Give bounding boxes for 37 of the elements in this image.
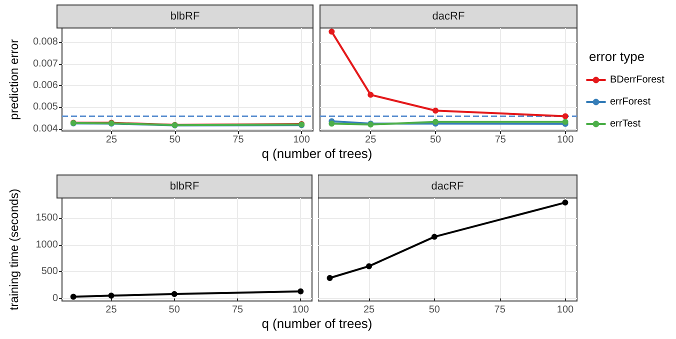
y-tick-label: 0.005: [32, 102, 58, 113]
x-tick-label: 25: [106, 134, 118, 146]
y-tick-label: 1500: [36, 212, 58, 224]
y-axis-title: prediction error: [7, 39, 21, 120]
x-tick-label: 100: [556, 134, 574, 146]
x-tick-label: 50: [169, 134, 181, 146]
y-tick-label: 0.008: [32, 36, 58, 48]
legend-title: error type: [589, 49, 645, 64]
x-tick-label: 100: [293, 134, 310, 146]
x-tick-label: 75: [494, 304, 506, 316]
x-tick-label: 25: [363, 304, 376, 316]
x-tick-label: 75: [232, 134, 244, 146]
legend-label: errTest: [610, 118, 641, 130]
y-tick-label: 0.004: [32, 123, 58, 134]
x-tick-label: 25: [365, 134, 377, 146]
x-tick-label: 50: [430, 134, 442, 146]
x-tick-label: 75: [232, 304, 244, 316]
chart-title: blbRF: [170, 10, 200, 22]
y-tick-label: 500: [41, 266, 58, 278]
x-tick-label: 100: [292, 304, 310, 316]
y-tick-label: 0.007: [32, 58, 58, 70]
x-tick-label: 75: [494, 134, 506, 146]
chart-title: dacRF: [431, 180, 464, 192]
legend-label: BDerrForest: [610, 74, 665, 86]
y-axis-title: training time (seconds): [7, 188, 21, 310]
y-tick-label: 1000: [36, 239, 58, 250]
legend-label: errForest: [610, 96, 651, 108]
chart-title: blbRF: [170, 180, 200, 192]
y-tick-label: 0.006: [32, 80, 58, 91]
x-tick-label: 100: [556, 304, 574, 316]
x-tick-label: 50: [168, 304, 180, 316]
y-tick-label: 0: [52, 292, 58, 304]
x-axis-title: q (number of trees): [260, 316, 374, 331]
x-tick-label: 50: [428, 304, 440, 316]
x-axis-title: q (number of trees): [260, 146, 374, 161]
chart-title: dacRF: [432, 10, 465, 22]
x-tick-label: 25: [106, 304, 118, 316]
